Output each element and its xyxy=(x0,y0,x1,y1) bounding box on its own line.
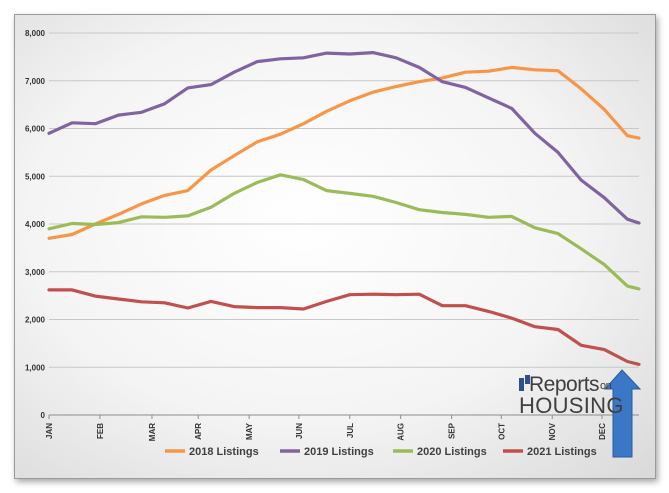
x-tick-label: AUG xyxy=(397,423,406,441)
legend-label: 2021 Listings xyxy=(527,446,597,458)
series-line-2018-listings xyxy=(47,65,641,240)
x-tick-label: NOV xyxy=(548,422,557,440)
x-tick-label: DEC xyxy=(598,423,607,440)
series-line-2020-listings xyxy=(47,173,641,291)
y-tick-label: 6,000 xyxy=(25,125,46,134)
house-logo-icon xyxy=(519,375,530,391)
y-tick-label: 3,000 xyxy=(25,268,46,277)
logo-line-1: Reportson xyxy=(529,373,612,396)
y-tick-label: 1,000 xyxy=(25,363,46,372)
legend-label: 2018 Listings xyxy=(189,446,259,458)
chart-frame: 0 1,000 2,000 3,000 4,000 5,000 6,000 7,000 8,00… xyxy=(14,14,656,479)
line-chart: 0 1,000 2,000 3,000 4,000 5,000 6,000 7,000 8,00… xyxy=(25,29,642,458)
x-tick-label: MAY xyxy=(245,422,254,440)
x-tick-label: JAN xyxy=(45,423,54,439)
legend-label: 2020 Listings xyxy=(417,446,487,458)
up-arrow-icon xyxy=(603,369,642,458)
y-tick-label: 2,000 xyxy=(25,316,46,325)
y-tick-label: 4,000 xyxy=(25,220,46,229)
x-tick-label: JUL xyxy=(346,423,355,438)
reports-on-housing-logo: Reportson HOUSING xyxy=(515,371,645,427)
series-line-2019-listings xyxy=(47,50,641,225)
x-tick-label: SEP xyxy=(448,422,457,439)
y-tick-label: 5,000 xyxy=(25,172,46,181)
logo-line-2: HOUSING xyxy=(519,393,624,418)
x-tick-label: MAR xyxy=(148,423,157,441)
y-tick-label: 7,000 xyxy=(25,77,46,86)
y-tick-label: 8,000 xyxy=(25,29,46,38)
x-tick-label: OCT xyxy=(497,423,506,440)
legend-label: 2019 Listings xyxy=(304,446,374,458)
y-tick-label: 0 xyxy=(41,411,46,420)
x-tick-label: JUN xyxy=(295,423,304,439)
x-tick-label: APR xyxy=(194,423,203,440)
x-tick-label: FEB xyxy=(96,423,105,439)
series-line-2021-listings xyxy=(47,288,641,366)
